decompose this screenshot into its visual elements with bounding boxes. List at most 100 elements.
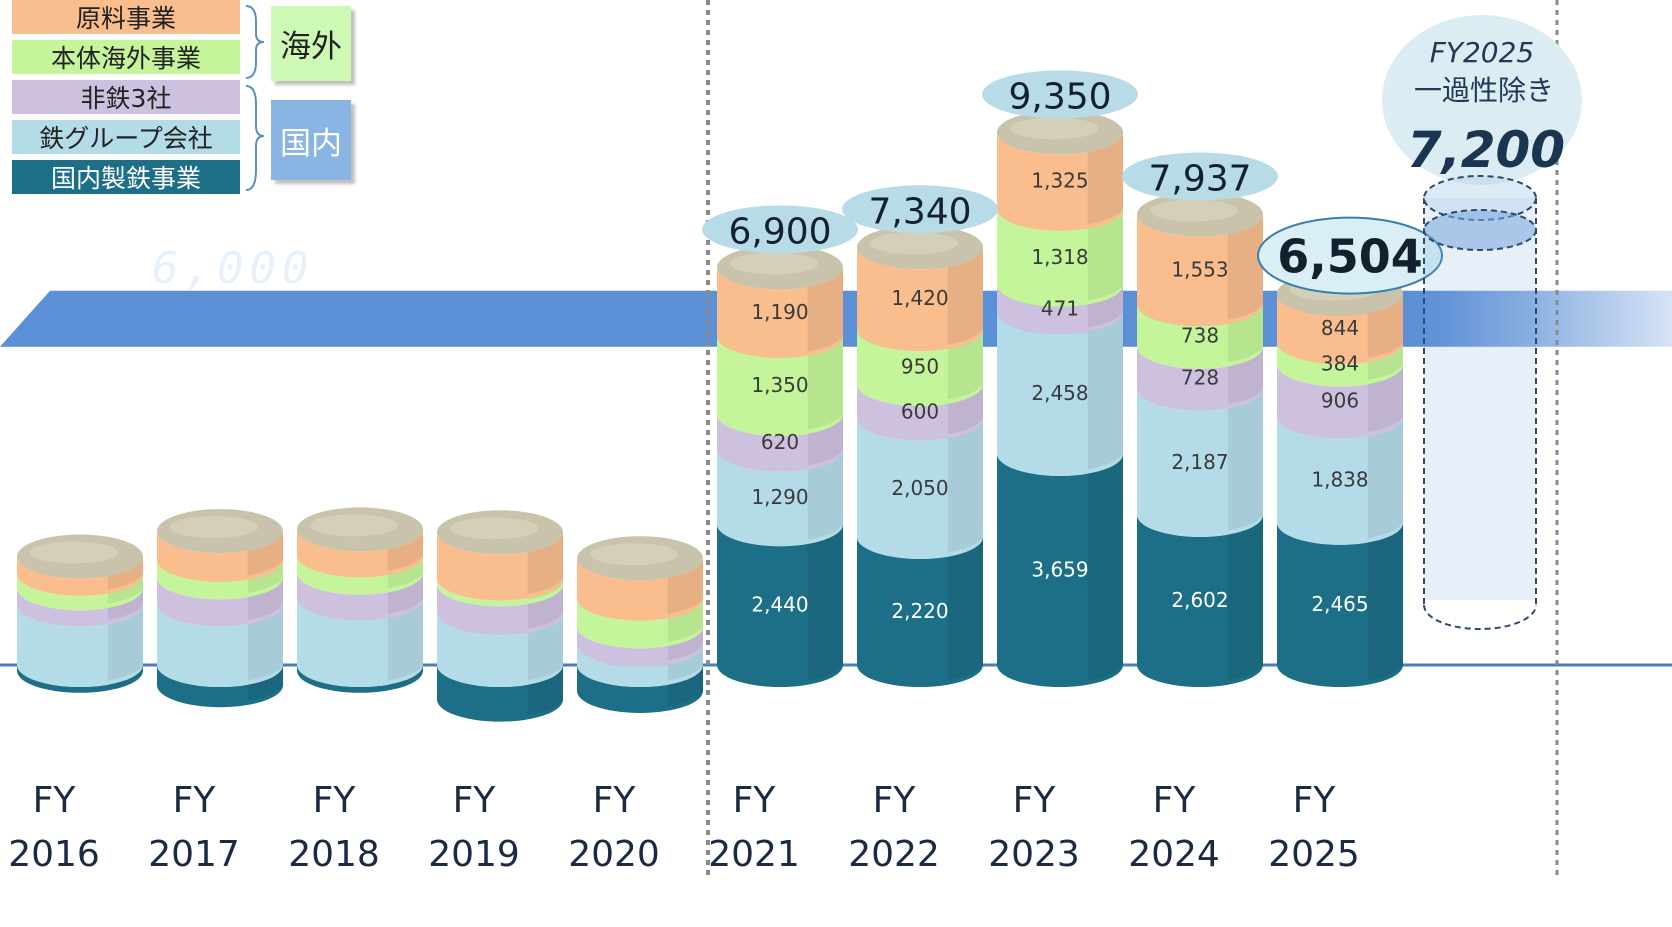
legend-label: 非鉄3社: [80, 84, 172, 113]
bar-top-highlight: [1009, 117, 1099, 140]
bar-FY2021: [717, 245, 843, 687]
target-band-label: 6,000: [152, 243, 314, 294]
bar-segment-shade: [1087, 453, 1123, 681]
segment-value-label: 1,318: [1031, 245, 1088, 269]
x-tick-label-line1: FY: [733, 780, 777, 821]
segment-value-label: 1,553: [1171, 257, 1228, 281]
legend-item-overseas-steel: 本体海外事業: [12, 40, 240, 74]
bar-segment-shade: [947, 247, 983, 345]
bar-FY2022: [857, 225, 984, 687]
bar-segment-shade: [1227, 214, 1263, 320]
legend-label: 鉄グループ会社: [39, 124, 213, 153]
total-value-label: 6,900: [728, 211, 831, 252]
x-tick-label-line2: 2025: [1268, 834, 1360, 875]
x-tick-label-line1: FY: [1153, 780, 1197, 821]
bar-top-highlight: [589, 543, 679, 566]
x-tick-label-line2: 2016: [8, 834, 100, 875]
domestic-group-label: 国内: [271, 100, 351, 180]
bar-group: [17, 110, 1403, 722]
total-labels: 6,900 7,340 9,350 7,937 6,504: [702, 70, 1443, 295]
x-tick-label-line1: FY: [313, 780, 357, 821]
total-bubble: [842, 185, 998, 234]
segment-value-label: 2,465: [1311, 592, 1368, 616]
segment-value-label: 2,220: [891, 599, 948, 623]
bar-top-highlight: [169, 516, 259, 539]
bar-top-highlight: [29, 541, 119, 564]
bar-segment-shade: [1087, 208, 1123, 301]
bar-segment-shade: [1367, 416, 1403, 539]
segment-value-label: 2,602: [1171, 588, 1228, 612]
total-bubble: [702, 205, 858, 254]
bar-FY2019: [437, 510, 563, 722]
segment-value-label: 1,350: [751, 373, 808, 397]
segment-value-label: 471: [1041, 296, 1079, 320]
segment-value-label: 728: [1181, 366, 1219, 390]
legend-label: 国内製鉄事業: [50, 164, 201, 193]
segment-value-label: 2,050: [891, 476, 948, 500]
segment-value-label: 1,190: [751, 300, 808, 324]
total-bubble: [982, 70, 1138, 119]
legend-item-steel-group: 鉄グループ会社: [12, 120, 240, 154]
x-tick-label-line1: FY: [593, 780, 637, 821]
bar-segment-shade: [807, 449, 843, 540]
x-tick-label-line2: 2022: [848, 834, 940, 875]
forecast-title: FY2025: [1430, 36, 1534, 69]
segment-value-label: 1,838: [1311, 468, 1368, 492]
forecast-value: 7,200: [1407, 121, 1565, 179]
segment-labels: 2,440 1,290 620 1,350 1,190 2,220 2,050 600 950 1…: [751, 169, 1368, 623]
x-tick-label-line1: FY: [33, 780, 77, 821]
x-tick-label-line2: 2021: [708, 834, 800, 875]
x-tick-label-line1: FY: [873, 780, 917, 821]
bar-segment: [17, 665, 143, 693]
x-tick-label-line2: 2018: [288, 834, 380, 875]
segment-value-label: 600: [901, 399, 939, 423]
x-tick-label-line2: 2020: [568, 834, 660, 875]
bar-FY2017: [157, 509, 283, 708]
x-tick-label-line2: 2023: [988, 834, 1080, 875]
segment-value-label: 738: [1181, 323, 1219, 347]
bar-segment-shade: [807, 336, 843, 430]
segment-value-label: 2,440: [751, 593, 808, 617]
x-tick-label-line2: 2024: [1128, 834, 1220, 875]
x-tick-label-line1: FY: [173, 780, 217, 821]
bar-segment-shade: [1367, 522, 1403, 681]
bar-top-highlight: [449, 517, 539, 540]
bar-segment-shade: [807, 524, 843, 681]
segment-value-label: 844: [1321, 316, 1359, 340]
segment-value-label: 906: [1321, 389, 1359, 413]
x-tick-label-line1: FY: [453, 780, 497, 821]
bar-segment-shade: [1227, 514, 1263, 681]
bar-top-highlight: [869, 232, 959, 255]
bar-segment-shade: [247, 604, 283, 681]
x-tick-label-line2: 2017: [148, 834, 240, 875]
x-tick-label-line2: 2019: [428, 834, 520, 875]
segment-value-label: 1,290: [751, 485, 808, 509]
forecast-circle: [1382, 15, 1582, 185]
bar-FY2020: [577, 536, 703, 713]
legend-label: 原料事業: [75, 4, 176, 33]
segment-value-label: 3,659: [1031, 557, 1088, 581]
segment-value-label: 950: [901, 355, 939, 379]
bar-FY2023: [997, 110, 1123, 687]
legend-item-nonferrous: 非鉄3社: [12, 80, 240, 114]
domestic-group-text: 国内: [280, 125, 342, 162]
bar-segment-shade: [1087, 312, 1123, 470]
segment-value-label: 1,420: [891, 286, 948, 310]
total-value-label: 6,504: [1277, 230, 1423, 284]
total-value-label: 7,937: [1148, 158, 1251, 199]
bar-segment-shade: [947, 418, 983, 553]
x-axis-labels: FY 2016 FY 2017 FY 2018 FY 2019 FY 2020 FY 2021 FY 20…: [8, 780, 1360, 875]
total-value-label: 7,340: [868, 191, 971, 232]
bar-FY2024: [1137, 192, 1263, 687]
segment-value-label: 384: [1321, 351, 1359, 375]
bar-segment-shade: [947, 536, 983, 681]
bar-FY2018: [297, 507, 423, 693]
bar-segment: [297, 665, 423, 693]
legend-item-raw-materials: 原料事業: [12, 0, 240, 34]
segment-value-label: 2,187: [1171, 450, 1228, 474]
bar-top-highlight: [1149, 199, 1239, 222]
forecast-dashed-cylinder: [1423, 175, 1537, 630]
segment-value-label: 1,325: [1031, 169, 1088, 193]
